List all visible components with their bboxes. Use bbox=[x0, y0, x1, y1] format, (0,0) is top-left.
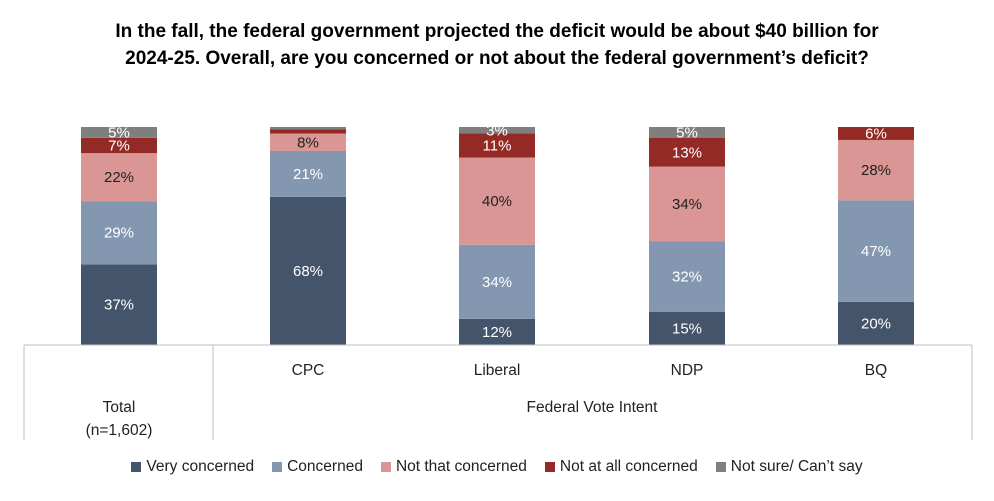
data-label: 20% bbox=[861, 315, 891, 332]
group-label: Federal Vote Intent bbox=[527, 399, 659, 416]
data-label: 40% bbox=[482, 193, 512, 210]
bar-segment bbox=[649, 166, 725, 242]
bar-segment bbox=[81, 153, 157, 202]
data-label: 32% bbox=[672, 269, 702, 286]
bar-segment bbox=[649, 311, 725, 345]
data-label: 47% bbox=[861, 243, 891, 260]
data-label: 28% bbox=[861, 162, 891, 179]
legend-label: Not at all concerned bbox=[559, 458, 698, 475]
bar-segment bbox=[649, 138, 725, 167]
data-label: 11% bbox=[483, 138, 512, 155]
bar-segment bbox=[459, 157, 535, 245]
bar-segment bbox=[459, 318, 535, 345]
legend-swatch bbox=[380, 462, 391, 472]
bar-segment bbox=[81, 137, 157, 154]
bar-segment bbox=[838, 301, 914, 345]
data-label: 5% bbox=[108, 124, 130, 141]
legend-label: Concerned bbox=[287, 458, 363, 475]
data-label: 3% bbox=[486, 122, 508, 139]
legend-item: Very concerned bbox=[131, 458, 254, 476]
data-label: 37% bbox=[104, 297, 134, 314]
data-label: 68% bbox=[293, 263, 323, 280]
bar-segment bbox=[270, 129, 346, 134]
bar-segment bbox=[270, 150, 346, 197]
data-label: 34% bbox=[672, 196, 702, 213]
category-label: NDP bbox=[671, 362, 704, 379]
legend-label: Not that concerned bbox=[395, 458, 527, 475]
legend-label: Very concerned bbox=[146, 458, 255, 475]
legend-swatch bbox=[131, 462, 142, 472]
bar-segment bbox=[270, 133, 346, 151]
data-label: 8% bbox=[297, 134, 319, 151]
data-label: 13% bbox=[672, 144, 702, 161]
legend: Very concerned Concerned Not that concerne… bbox=[0, 458, 994, 476]
legend-item: Not at all concerned bbox=[544, 458, 698, 476]
data-label: 34% bbox=[482, 274, 512, 291]
legend-label: Not sure/ Can’t say bbox=[730, 458, 863, 475]
category-label: CPC bbox=[292, 362, 325, 379]
bar-segment bbox=[81, 264, 157, 345]
legend-item: Not sure/ Can’t say bbox=[715, 458, 863, 476]
data-label: 22% bbox=[104, 169, 134, 186]
data-label: 15% bbox=[672, 320, 702, 337]
bar-segment bbox=[649, 241, 725, 312]
bar-segment bbox=[81, 201, 157, 265]
data-label: 12% bbox=[482, 324, 512, 341]
bar-segment bbox=[838, 127, 914, 140]
legend-item: Not that concerned bbox=[380, 458, 527, 476]
legend-swatch bbox=[272, 462, 283, 472]
legend-item: Concerned bbox=[272, 458, 363, 476]
data-label: 21% bbox=[293, 166, 323, 183]
bar-segment bbox=[459, 244, 535, 319]
category-label: Liberal bbox=[474, 362, 521, 379]
category-label: BQ bbox=[865, 362, 887, 379]
data-label: 5% bbox=[676, 125, 698, 142]
bar-segment bbox=[270, 127, 346, 130]
chart-title: In the fall, the federal government proj… bbox=[115, 21, 879, 69]
data-label: 7% bbox=[108, 138, 130, 155]
bar-segment bbox=[838, 200, 914, 302]
data-label: 6% bbox=[865, 125, 887, 142]
legend-swatch bbox=[544, 462, 555, 472]
legend-swatch bbox=[715, 462, 726, 472]
category-label: (n=1,602) bbox=[86, 422, 153, 439]
bar-segment bbox=[459, 133, 535, 158]
bar-segment bbox=[81, 127, 157, 138]
category-label: Total bbox=[103, 399, 136, 416]
data-label: 29% bbox=[104, 225, 134, 242]
bar-segment bbox=[649, 127, 725, 139]
bar-segment bbox=[270, 196, 346, 345]
bar-segment bbox=[838, 139, 914, 201]
bar-segment bbox=[459, 127, 535, 134]
